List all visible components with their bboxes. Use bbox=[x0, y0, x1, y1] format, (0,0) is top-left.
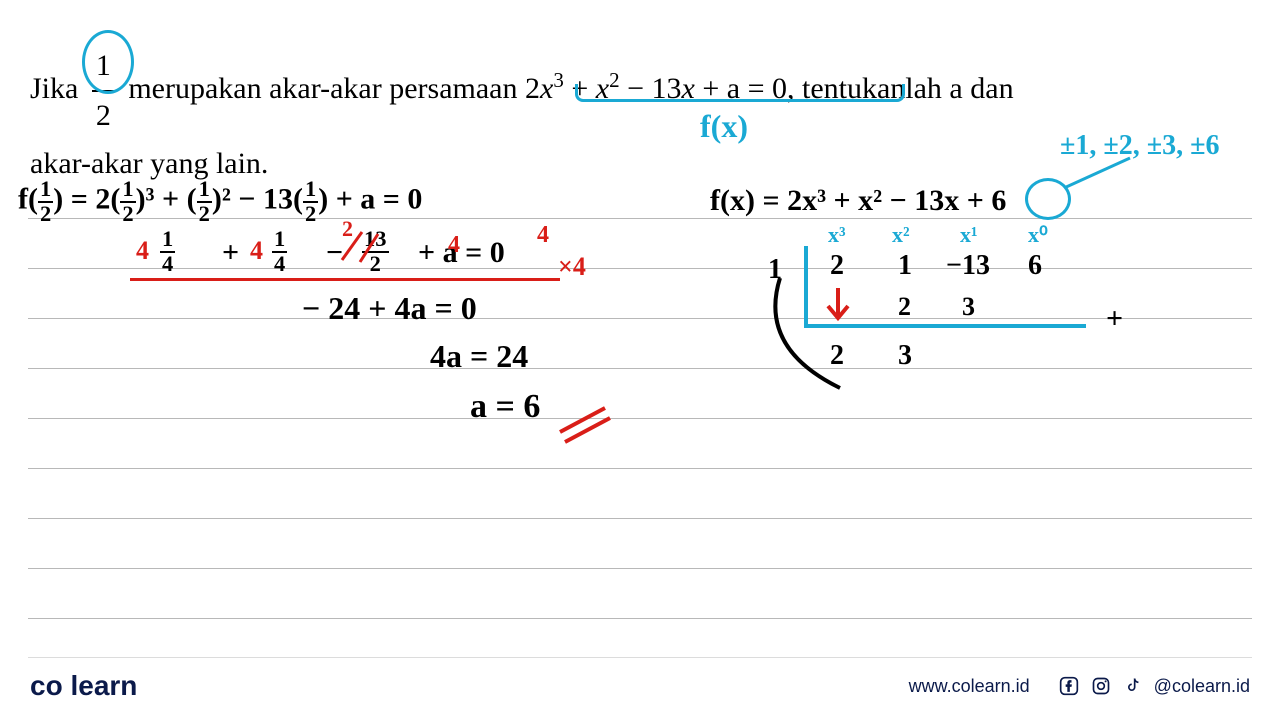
syn-r2b: 2 bbox=[898, 292, 911, 322]
ruled-line bbox=[28, 368, 1252, 369]
hdr-x1: x¹ bbox=[960, 222, 978, 248]
footer-handle: @colearn.id bbox=[1154, 676, 1250, 697]
syn-r1b: 1 bbox=[898, 250, 912, 282]
ruled-line bbox=[28, 418, 1252, 419]
circle-half bbox=[82, 30, 134, 94]
syn-r2c: 3 bbox=[962, 292, 975, 322]
red-4b: 4 bbox=[250, 236, 263, 266]
facebook-icon bbox=[1058, 675, 1080, 697]
factors-hint: ±1, ±2, ±3, ±6 bbox=[1060, 130, 1219, 162]
red-underline bbox=[130, 278, 560, 281]
ruled-line bbox=[28, 618, 1252, 619]
work-line4: 4a = 24 bbox=[430, 338, 528, 375]
red-4c: 4 bbox=[448, 232, 460, 259]
ruled-line bbox=[28, 518, 1252, 519]
fx-expr: f(x) = 2x³ + x² − 13x + 6 bbox=[710, 184, 1006, 218]
brand-logo: co learn bbox=[30, 670, 137, 702]
work-thirteen: 132 bbox=[362, 228, 389, 275]
syn-r3b: 3 bbox=[898, 340, 912, 372]
red-2: 2 bbox=[342, 216, 353, 242]
footer: co learn www.colearn.id @colearn.id bbox=[30, 670, 1250, 702]
syn-plus: + bbox=[1106, 302, 1123, 336]
work-plusa: + a = 0 bbox=[418, 236, 505, 270]
equation-underbrace bbox=[575, 84, 905, 102]
work-minus: − bbox=[326, 236, 343, 270]
work-line5: a = 6 bbox=[470, 388, 540, 426]
work-line3: − 24 + 4a = 0 bbox=[302, 290, 477, 327]
ruled-line bbox=[28, 468, 1252, 469]
red-4a: 4 bbox=[136, 236, 149, 266]
work-plus1: + bbox=[222, 236, 239, 270]
ruled-line bbox=[28, 268, 1252, 269]
problem-line2: akar-akar yang lain. bbox=[30, 147, 268, 180]
work-line1: f(12) = 2(12)³ + (12)² − 13(12) + a = 0 bbox=[18, 178, 422, 225]
syn-r1c: −13 bbox=[946, 250, 990, 282]
syn-r3a: 2 bbox=[830, 340, 844, 372]
circle-six bbox=[1025, 178, 1071, 220]
syn-r1a: 2 bbox=[830, 250, 844, 282]
work-quarter2: 14 bbox=[272, 228, 287, 275]
hdr-x3: x³ bbox=[828, 222, 846, 248]
syn-r1d: 6 bbox=[1028, 250, 1042, 282]
tiktok-icon bbox=[1122, 675, 1144, 697]
instagram-icon bbox=[1090, 675, 1112, 697]
ruled-line bbox=[28, 568, 1252, 569]
footer-divider bbox=[28, 657, 1252, 658]
hdr-x0: x⁰ bbox=[1028, 222, 1048, 248]
work-quarter1: 14 bbox=[160, 228, 175, 275]
footer-right: www.colearn.id @colearn.id bbox=[909, 675, 1250, 697]
red-4d: 4 bbox=[537, 222, 549, 249]
footer-url: www.colearn.id bbox=[909, 676, 1030, 697]
problem-pre: Jika bbox=[30, 72, 78, 105]
ruled-line bbox=[28, 318, 1252, 319]
problem-mid: merupakan akar-akar persamaan 2 bbox=[128, 72, 540, 105]
hdr-x2: x² bbox=[892, 222, 910, 248]
syn-bracket-horiz bbox=[804, 324, 1086, 328]
fx-label: f(x) bbox=[700, 108, 748, 145]
red-times4: ×4 bbox=[558, 252, 586, 282]
syn-bracket-vert bbox=[804, 246, 808, 328]
problem-statement: Jika 1 2 merupakan akar-akar persamaan 2… bbox=[30, 42, 1250, 188]
syn-divisor: 1 bbox=[768, 254, 782, 286]
